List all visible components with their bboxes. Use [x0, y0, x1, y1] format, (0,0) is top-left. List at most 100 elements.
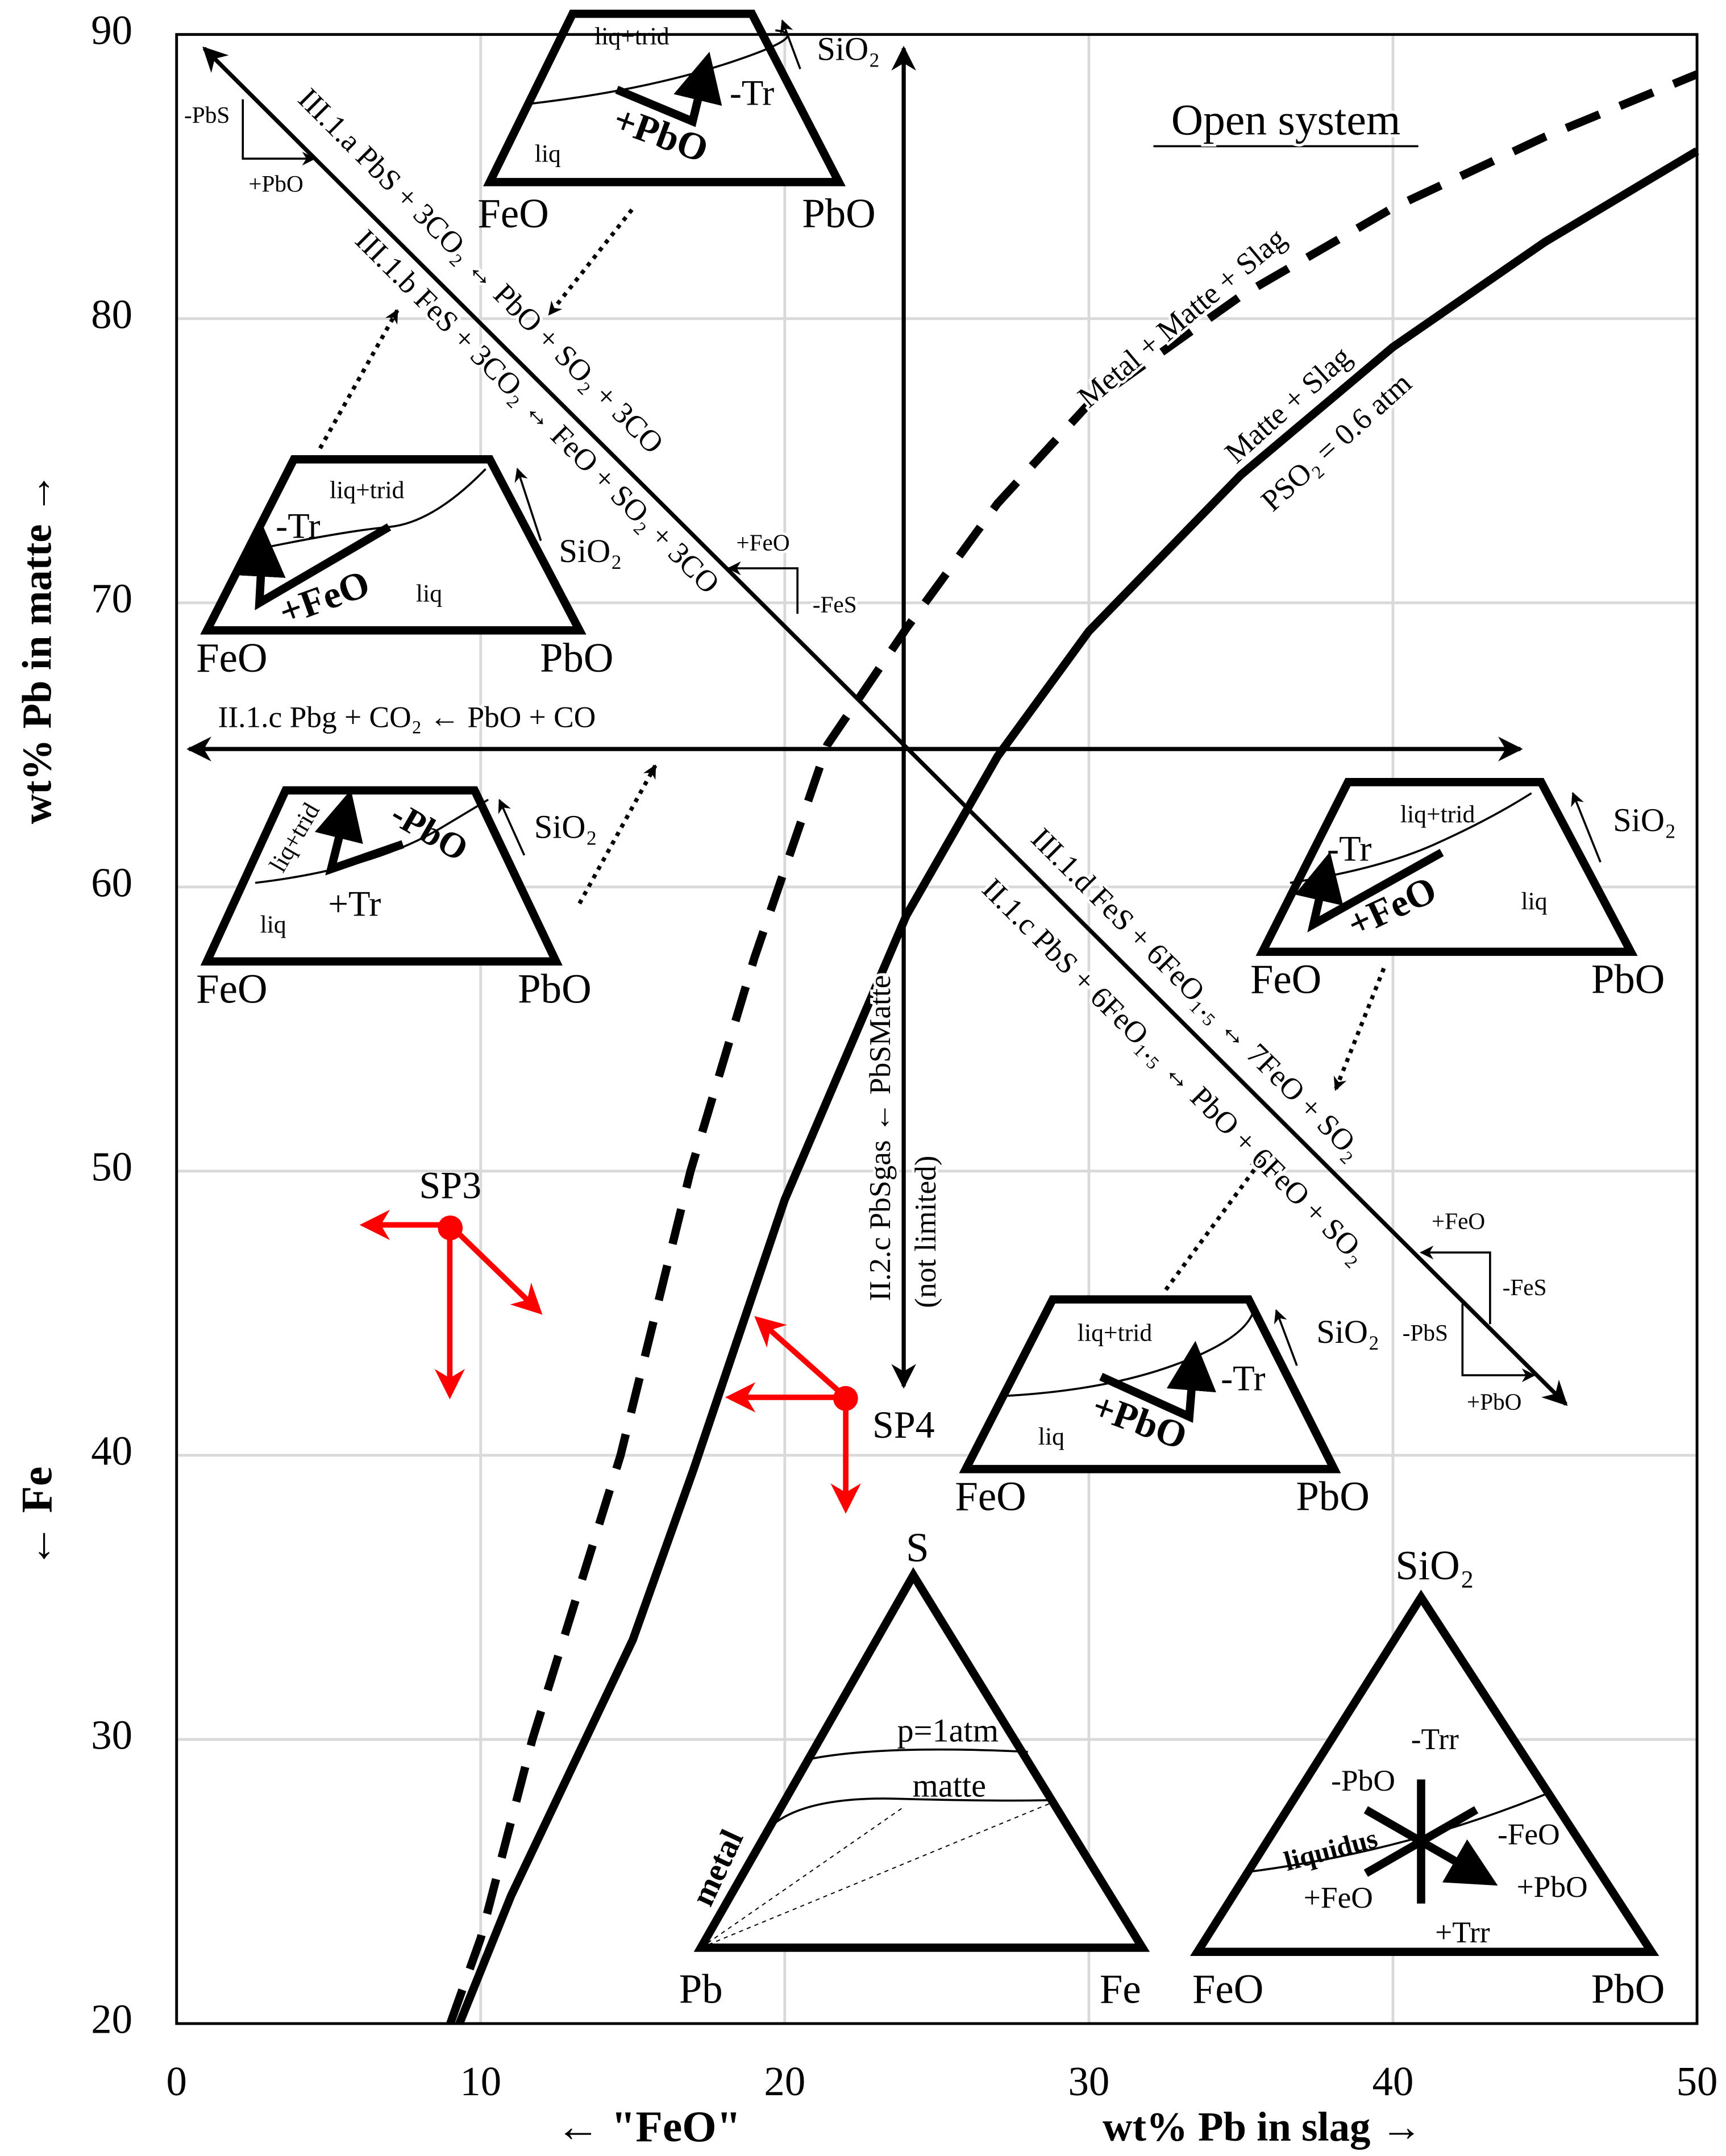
inset-label: liq	[260, 911, 286, 938]
inset-label: matte	[913, 1767, 986, 1804]
inset-triangle	[693, 1567, 1150, 1952]
y-tick-label: 40	[91, 1428, 132, 1474]
plot-frame	[175, 33, 1699, 2025]
annotation: +FeO	[736, 529, 789, 555]
point-label: SP3	[419, 1163, 481, 1206]
sio2-arrow	[1274, 1309, 1298, 1366]
y-axis-label: ← Fe	[13, 1467, 61, 1568]
inset-label: SiO₂	[1613, 802, 1676, 839]
inset-label: PbO	[518, 965, 591, 1012]
step-arrow	[242, 99, 316, 166]
inset-label: SiO₂	[1316, 1313, 1379, 1350]
inset-label: PbO	[802, 190, 875, 236]
pointer	[547, 208, 634, 316]
inset-label: PbO	[1296, 1474, 1369, 1520]
pointer	[1333, 967, 1386, 1091]
y-tick-label: 90	[91, 7, 132, 53]
inset-triangle	[1190, 1589, 1660, 1957]
annotation: -FeS	[1503, 1274, 1547, 1300]
inset-label: SiO₂	[817, 31, 880, 68]
y-tick-label: 50	[91, 1144, 132, 1190]
inset-label: p=1atm	[897, 1712, 999, 1749]
liquidus-curve	[1004, 1313, 1254, 1397]
path-arrow	[314, 789, 405, 876]
inset-label: +Tr	[328, 884, 381, 924]
matte-curve	[762, 1797, 1051, 1835]
inset-label: liq+trid	[330, 477, 405, 504]
inset-label: FeO	[196, 635, 267, 681]
sio2-arrow	[514, 468, 542, 542]
star-arrows	[1363, 1779, 1476, 1903]
tie-line	[700, 1802, 1052, 1949]
inset-label: FeO	[955, 1474, 1026, 1520]
annotation: II.2.c PbSgas ← PbSMatte	[863, 975, 897, 1301]
annotation: +PbO	[248, 170, 303, 197]
path-arrow	[1295, 848, 1444, 933]
sio2-arrow	[1571, 792, 1602, 863]
pointer	[577, 764, 658, 905]
step-arrow	[727, 561, 799, 614]
annotation: (not limited)	[908, 1155, 942, 1308]
annotation: II.1.c Pbg + CO₂ ← PbO + CO	[218, 700, 596, 734]
y-tick-label: 80	[91, 291, 132, 337]
x-tick-label: 20	[764, 2058, 805, 2104]
inset-label: PbO	[1591, 1966, 1665, 2012]
annotation: Open system	[1171, 95, 1400, 144]
inset-label: SiO₂	[559, 532, 622, 569]
inset-label: FeO	[1250, 956, 1321, 1002]
inset-label: SiO₂	[1395, 1542, 1474, 1588]
point	[438, 1216, 463, 1241]
inset-label: +FeO	[1304, 1880, 1373, 1914]
inset-label: -Tr	[1221, 1359, 1265, 1399]
liquidus-curve	[255, 799, 489, 884]
path-arrow	[615, 52, 722, 127]
inset-label: FeO	[477, 190, 548, 236]
x-tick-label: 30	[1068, 2058, 1109, 2104]
inset-label: liq	[416, 580, 442, 607]
marks	[438, 70, 1699, 2025]
inset-label: liq+trid	[1078, 1320, 1153, 1347]
sio2-arrow	[780, 19, 801, 70]
inset-label: SiO₂	[534, 809, 597, 846]
inset-label: Fe	[1100, 1966, 1141, 2012]
y-tick-label: 60	[91, 860, 132, 906]
decorations	[186, 9, 1660, 1957]
inset-label: FeO	[1192, 1966, 1263, 2012]
reaction-arrow	[202, 46, 1568, 1406]
inset-trapezoid	[1255, 778, 1638, 956]
annotation: -PbS	[1403, 1320, 1448, 1346]
x-tick-label: 0	[167, 2058, 187, 2104]
inset-label: -Tr	[1327, 829, 1371, 869]
y-tick-label: 70	[91, 575, 132, 621]
step-arrow	[1461, 1303, 1536, 1383]
y-tick-label: 30	[91, 1712, 132, 1758]
liquidus-curve	[1248, 1792, 1549, 1873]
inset-label: -Trr	[1411, 1722, 1459, 1756]
sp-arrow	[754, 1316, 848, 1400]
inset-label: Pb	[679, 1966, 723, 2012]
pointer	[1164, 1157, 1265, 1291]
inset-label: liq+trid	[594, 23, 669, 50]
inset-label: liq	[535, 140, 561, 167]
path-arrow	[1099, 1341, 1216, 1423]
x-tick-label: 50	[1677, 2058, 1718, 2104]
dashed-curve	[446, 70, 1699, 2025]
inset-label: S	[906, 1525, 929, 1571]
point-label: SP4	[872, 1403, 935, 1446]
inset-label: -FeO	[1498, 1817, 1560, 1851]
point	[833, 1386, 858, 1411]
y-tick-label: 20	[91, 1996, 132, 2042]
annotation: +PbO	[1467, 1389, 1522, 1415]
pointer	[318, 309, 400, 449]
annotation: +FeO	[1432, 1208, 1485, 1234]
inset-label: -Tr	[276, 506, 320, 546]
inset-label: -Tr	[730, 73, 774, 113]
inset-label: PbO	[1591, 956, 1665, 1002]
inset-label: liq+trid	[1400, 801, 1475, 828]
x-tick-label: 40	[1373, 2058, 1414, 2104]
path-arrow	[236, 523, 392, 610]
solid-curve	[455, 147, 1699, 2025]
isobar	[811, 1748, 1028, 1760]
